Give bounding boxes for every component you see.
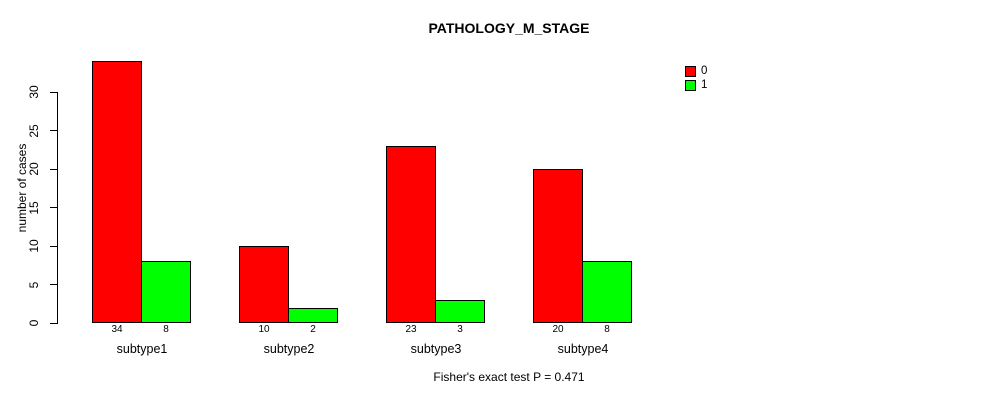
bar-value-label: 23 xyxy=(405,324,417,335)
y-tick xyxy=(50,322,58,324)
legend-swatch xyxy=(685,65,696,77)
bar-value-label: 2 xyxy=(310,324,316,335)
bar-subtype1-series0 xyxy=(92,61,142,323)
y-tick-label: 25 xyxy=(27,123,41,138)
bar-subtype2-series0 xyxy=(239,246,289,323)
y-tick xyxy=(50,130,58,131)
x-category-label: subtype3 xyxy=(410,342,462,356)
bar-value-label: 10 xyxy=(258,324,270,335)
bar-value-label: 20 xyxy=(552,324,564,335)
y-tick xyxy=(50,207,58,208)
bar-value-label: 34 xyxy=(111,324,123,335)
y-tick-label: 15 xyxy=(27,200,41,215)
y-tick-label: 10 xyxy=(27,239,41,253)
x-category-label: subtype2 xyxy=(263,342,315,356)
bar-subtype3-series1 xyxy=(435,300,485,323)
y-axis-line xyxy=(57,92,58,324)
y-tick xyxy=(50,168,58,170)
y-tick-label: 30 xyxy=(27,85,41,99)
y-tick-label: 5 xyxy=(27,281,41,288)
bar-subtype4-series1 xyxy=(582,261,632,323)
x-category-label: subtype4 xyxy=(557,342,609,356)
chart-title: PATHOLOGY_M_STAGE xyxy=(428,20,590,36)
legend-item: 1 xyxy=(685,79,707,91)
legend-item: 0 xyxy=(685,65,707,77)
legend-label: 0 xyxy=(701,65,708,77)
legend-swatch xyxy=(685,79,696,91)
y-tick-label: 0 xyxy=(27,319,41,327)
x-category-label: subtype1 xyxy=(116,342,168,356)
y-axis-label: number of cases xyxy=(15,143,29,233)
legend-label: 1 xyxy=(701,79,708,91)
bar-subtype2-series1 xyxy=(288,308,338,323)
bar-value-label: 8 xyxy=(163,324,169,335)
y-tick xyxy=(50,91,58,93)
bar-value-label: 3 xyxy=(457,324,463,335)
y-tick xyxy=(50,245,58,247)
annotation-text: Fisher's exact test P = 0.471 xyxy=(433,370,585,384)
y-tick xyxy=(50,284,58,285)
bar-value-label: 8 xyxy=(604,324,610,335)
bar-subtype4-series0 xyxy=(533,169,583,323)
bar-subtype3-series0 xyxy=(386,146,436,323)
y-tick-label: 20 xyxy=(27,162,41,176)
bar-subtype1-series1 xyxy=(141,261,191,323)
